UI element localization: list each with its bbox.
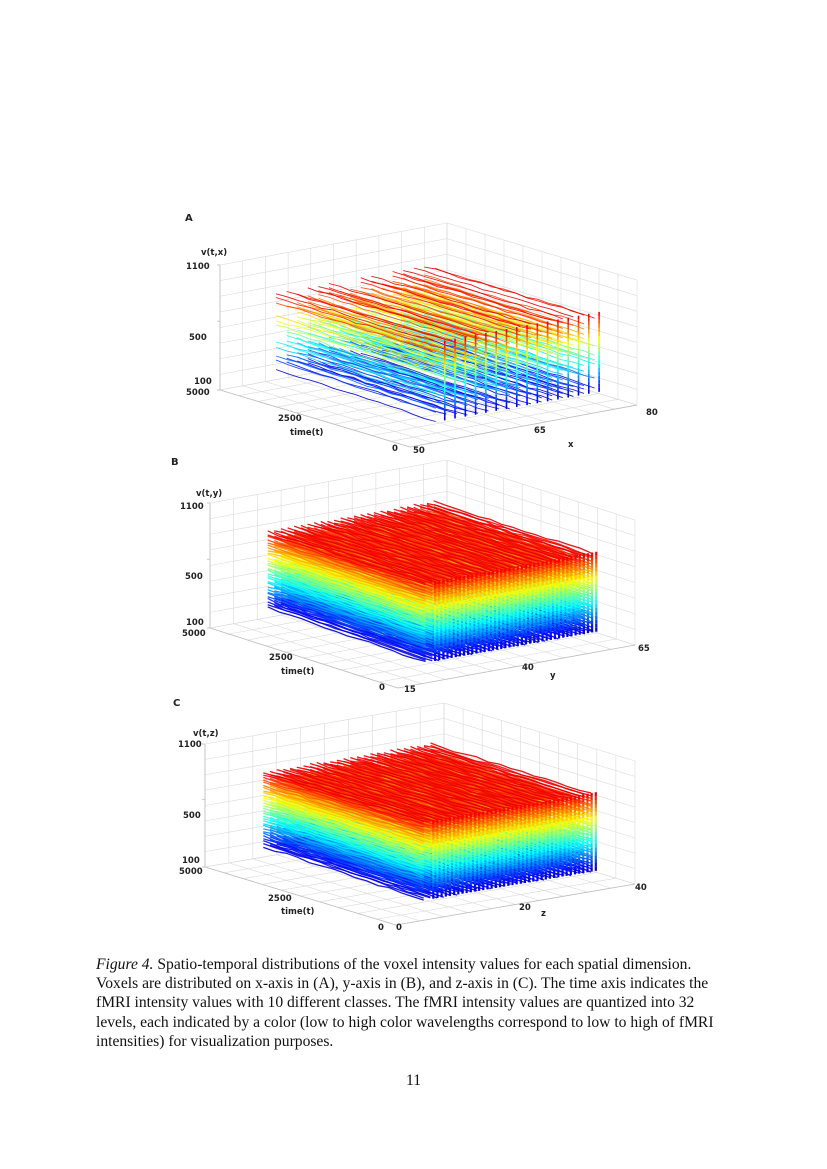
z-tick-mid: 500 — [189, 333, 207, 343]
t-tick-mid: 2500 — [278, 414, 302, 424]
z-axis-label: v(t,z) — [193, 729, 219, 739]
z-tick-min: 100 — [186, 618, 204, 628]
s-tick-max: 80 — [646, 408, 658, 418]
t-tick-min: 0 — [392, 444, 398, 454]
panel-label: C — [173, 698, 181, 709]
z-tick-max: 1100 — [186, 262, 210, 272]
panel-a: A v(t,x) 1100 500 100 5000 2500 time(t) … — [0, 207, 827, 457]
page-number: 11 — [405, 1072, 421, 1089]
panel-b: B v(t,y) 1100 500 100 5000 2500 time(t) … — [0, 452, 827, 702]
s-tick-min: 15 — [404, 685, 416, 695]
panel-c: C v(t,z) 1100 500 100 5000 2500 time(t) … — [0, 693, 827, 943]
panel-label: B — [171, 457, 179, 468]
z-tick-mid: 500 — [185, 572, 203, 582]
t-tick-max: 5000 — [186, 388, 210, 398]
t-tick-min: 0 — [378, 923, 384, 933]
caption-label: Figure 4. — [96, 956, 154, 973]
figure-caption: Figure 4. Spatio-temporal distributions … — [96, 955, 736, 1051]
s-axis-label: z — [541, 909, 546, 919]
s-axis-label: y — [550, 671, 556, 681]
panel-label: A — [185, 213, 193, 224]
s-tick-mid: 20 — [519, 903, 531, 913]
plot-3d-b — [207, 459, 636, 689]
t-tick-max: 5000 — [179, 867, 203, 877]
z-axis-label: v(t,x) — [201, 248, 228, 258]
s-tick-mid: 65 — [534, 426, 546, 436]
plot-3d-c — [202, 702, 636, 926]
s-tick-max: 65 — [638, 644, 650, 654]
t-axis-label: time(t) — [290, 428, 324, 438]
z-tick-mid: 500 — [183, 811, 201, 821]
t-tick-min: 0 — [379, 683, 385, 693]
s-axis-label: x — [568, 440, 574, 450]
t-axis-label: time(t) — [281, 667, 315, 677]
s-tick-min: 0 — [396, 923, 402, 933]
plot-3d-a — [217, 222, 638, 448]
t-tick-max: 5000 — [182, 629, 206, 639]
s-tick-mid: 40 — [522, 663, 534, 673]
s-tick-min: 50 — [413, 446, 425, 456]
s-tick-max: 40 — [635, 883, 647, 893]
t-tick-mid: 2500 — [268, 894, 292, 904]
z-tick-max: 1100 — [180, 502, 204, 512]
caption-text: Spatio-temporal distributions of the vox… — [96, 956, 714, 1050]
t-axis-label: time(t) — [281, 907, 315, 917]
t-tick-mid: 2500 — [269, 653, 293, 663]
z-tick-max: 1100 — [178, 740, 202, 750]
z-tick-min: 100 — [194, 377, 212, 387]
z-axis-label: v(t,y) — [196, 489, 223, 499]
z-tick-min: 100 — [182, 856, 200, 866]
